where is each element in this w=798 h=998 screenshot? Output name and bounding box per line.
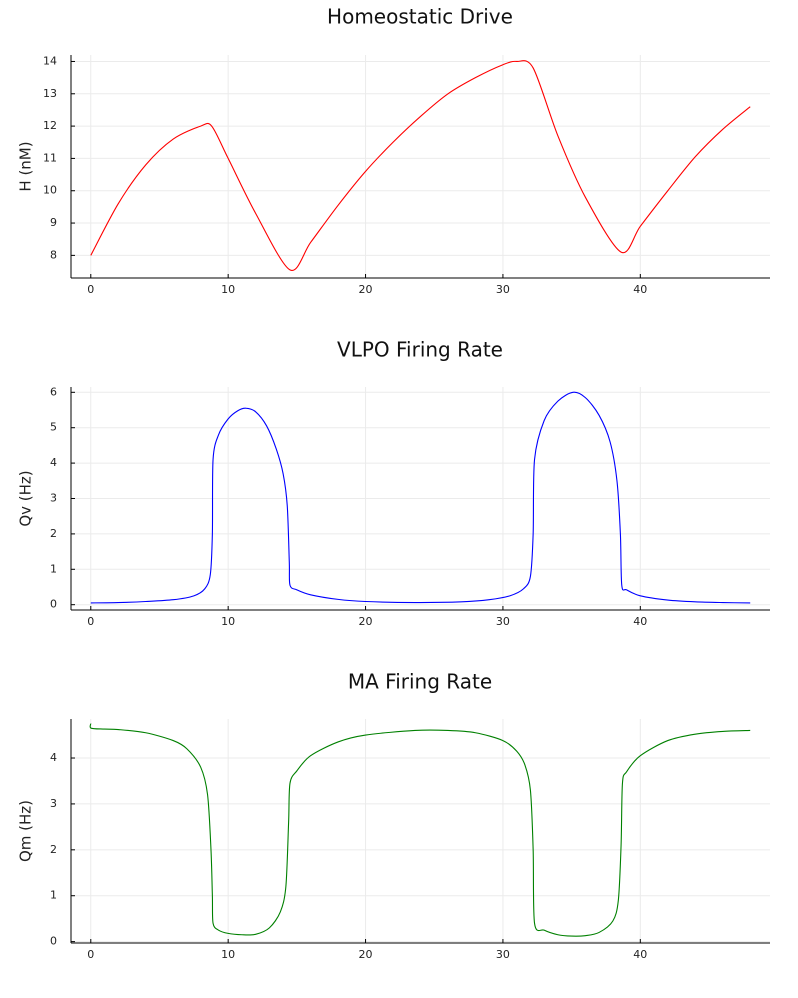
homeostatic-y-tick-label: 13	[43, 87, 57, 100]
homeostatic-x-tick-label: 30	[496, 283, 510, 296]
vlpo-firing-rate-panel: VLPO Firing Rate Qv (Hz) 0 10 20 30 40 0 1 2 3 4 5 6	[17, 338, 770, 628]
homeostatic-y-tick-label: 8	[50, 248, 57, 261]
ma-x-tick-label: 0	[87, 948, 94, 961]
homeostatic-y-tick-label: 12	[43, 119, 57, 132]
homeostatic-x-tick-label: 40	[633, 283, 647, 296]
homeostatic-y-axis-label: H (nM)	[17, 141, 35, 191]
homeostatic-y-tick-label: 11	[43, 151, 57, 164]
ma-x-tick-label: 40	[633, 948, 647, 961]
homeostatic-y-tick-label: 9	[50, 216, 57, 229]
ma-y-tick-label: 3	[50, 797, 57, 810]
ma-y-tick-label: 1	[50, 889, 57, 902]
ma-y-tick-label: 2	[50, 843, 57, 856]
ma-series-line	[89, 723, 751, 937]
ma-y-axis-label: Qm (Hz)	[17, 800, 35, 862]
ma-x-tick-label: 10	[221, 948, 235, 961]
vlpo-x-tick-label: 10	[221, 615, 235, 628]
vlpo-x-tick-label: 20	[359, 615, 373, 628]
vlpo-x-tick-label: 40	[633, 615, 647, 628]
vlpo-x-tick-label: 0	[87, 615, 94, 628]
homeostatic-x-tick-label: 20	[359, 283, 373, 296]
homeostatic-y-tick-label: 14	[43, 54, 57, 67]
ma-y-tick-label: 4	[50, 751, 57, 764]
ma-firing-rate-panel: MA Firing Rate Qm (Hz) 0 10 20 30 40 0 1 2 3 4	[17, 670, 770, 961]
vlpo-title: VLPO Firing Rate	[337, 338, 503, 362]
homeostatic-x-tick-label: 0	[87, 283, 94, 296]
ma-x-tick-label: 30	[496, 948, 510, 961]
homeostatic-x-tick-label: 10	[221, 283, 235, 296]
vlpo-x-tick-label: 30	[496, 615, 510, 628]
vlpo-y-tick-label: 4	[50, 456, 57, 469]
ma-title: MA Firing Rate	[348, 670, 492, 694]
homeostatic-drive-panel: Homeostatic Drive H (nM) 0 10 20 30 40 8 9 10 11 12…	[17, 5, 770, 296]
vlpo-y-tick-label: 6	[50, 385, 57, 398]
vlpo-y-tick-label: 2	[50, 527, 57, 540]
vlpo-y-tick-label: 5	[50, 421, 57, 434]
homeostatic-series-line	[90, 60, 751, 271]
homeostatic-title: Homeostatic Drive	[327, 5, 513, 29]
ma-y-tick-label: 0	[50, 935, 57, 948]
vlpo-y-tick-label: 0	[50, 598, 57, 611]
homeostatic-y-tick-label: 10	[43, 184, 57, 197]
vlpo-y-tick-label: 1	[50, 562, 57, 575]
vlpo-y-tick-label: 3	[50, 492, 57, 505]
vlpo-y-axis-label: Qv (Hz)	[17, 470, 35, 526]
ma-x-tick-label: 20	[359, 948, 373, 961]
vlpo-series-line	[90, 391, 751, 604]
